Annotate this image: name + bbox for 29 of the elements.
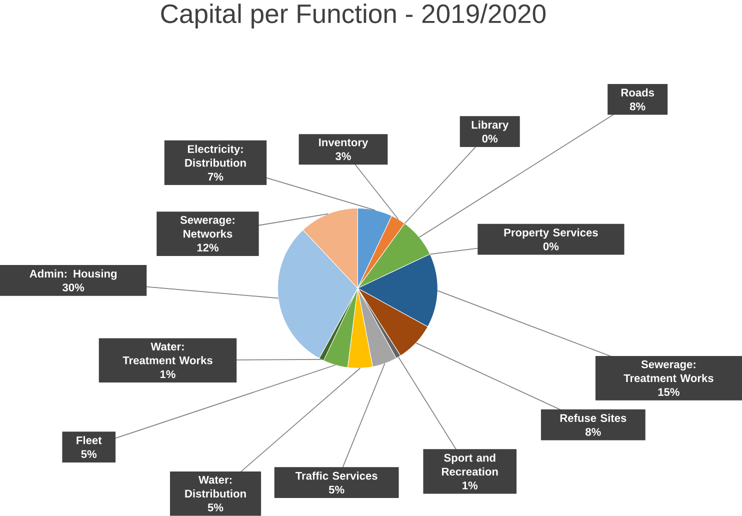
slice-label: Fleet	[76, 436, 102, 444]
slice-label: Sport and Recreation	[442, 454, 498, 476]
data-label: 15%	[658, 388, 680, 396]
slice-label: Water: Distribution	[185, 476, 246, 498]
data-label: 5%	[81, 450, 97, 458]
data-label: 5%	[208, 504, 224, 512]
slice-label: Traffic Services	[295, 472, 378, 480]
data-label: 7%	[208, 172, 224, 181]
slice-label: Inventory	[319, 138, 368, 149]
slice-label: Refuse Sites	[560, 414, 626, 422]
data-label: 12%	[197, 244, 218, 252]
slice-label: Admin: Housing	[30, 270, 117, 280]
data-label: 5%	[328, 486, 344, 494]
slice-label: Electricity: Distribution	[185, 144, 246, 167]
slice-label: Water: Treatment Works	[122, 342, 212, 364]
text: 0%	[482, 134, 498, 143]
data-label: 1%	[160, 370, 176, 378]
text: 0%	[543, 242, 559, 250]
data-label: 1%	[462, 482, 478, 490]
data-label: 30%	[62, 284, 84, 292]
slice-label: Sewerage: Networks	[180, 216, 234, 238]
data-label: 8%	[586, 428, 601, 436]
data-label: 3%	[336, 152, 351, 160]
category-label: Property Services	[504, 228, 598, 239]
slice-label: Roads	[621, 88, 654, 97]
slice-label: Sewerage: Treatment Works	[624, 360, 714, 382]
data-label: 8%	[630, 102, 646, 110]
category-label: Library	[472, 120, 509, 131]
chart-title: Capital per Function - 2019/2020	[161, 4, 546, 29]
